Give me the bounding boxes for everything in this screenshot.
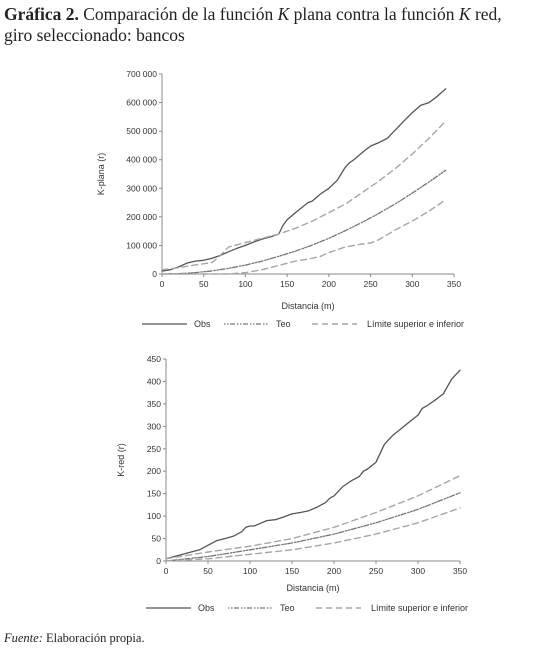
series-teo-line	[161, 169, 447, 275]
x-axis-label: Distancia (m)	[286, 583, 339, 593]
y-tick-label: 0	[156, 556, 161, 566]
y-axis-label: K-red (r)	[116, 443, 126, 477]
title-line-2: giro seleccionado: bancos	[4, 25, 185, 45]
y-tick-label: 500 000	[126, 126, 157, 136]
y-tick-label: 300	[147, 421, 161, 431]
figure-title: Gráfica 2. Comparación de la función K p…	[4, 4, 550, 46]
x-tick-label: 50	[203, 566, 213, 576]
k-plana-chart: 0 100 000 200 000 300 000 400 000 500 000 600 …	[96, 69, 464, 329]
figure-number: Gráfica 2.	[4, 4, 79, 24]
x-tick-label: 350	[447, 279, 461, 289]
y-tick-label: 350	[147, 399, 161, 409]
y-tick-label: 400 000	[126, 155, 157, 165]
x-tick-label: 250	[369, 566, 383, 576]
x-tick-label: 50	[199, 279, 209, 289]
title-text-3: red,	[474, 4, 502, 24]
legend-label-3: Límite superior e inferior	[367, 319, 464, 329]
x-tick-label: 200	[322, 279, 336, 289]
x-tick-label: 150	[280, 279, 294, 289]
x-tick-label: 350	[453, 566, 467, 576]
legend-label-2: Teo	[280, 603, 295, 613]
source-note: Fuente: Elaboración propia.	[4, 631, 145, 646]
series-obs-line	[165, 369, 461, 560]
series-límite-inferior-line	[161, 198, 447, 275]
y-tick-label: 200 000	[126, 212, 157, 222]
source-text: Elaboración propia.	[46, 631, 145, 645]
legend-label-1: Obs	[194, 319, 211, 329]
title-text-1: Comparación de la función	[83, 4, 274, 24]
y-tick-label: 100 000	[126, 240, 157, 250]
series-obs-line	[161, 88, 447, 272]
y-axis-label: K-plana (r)	[96, 153, 106, 196]
title-text-2: plana contra la función	[293, 4, 455, 24]
y-tick-label: 200	[147, 466, 161, 476]
series-límite-superior-line	[165, 474, 461, 560]
x-tick-label: 250	[363, 279, 377, 289]
y-tick-label: 700 000	[126, 69, 157, 79]
y-tick-label: 250	[147, 444, 161, 454]
x-tick-label: 200	[327, 566, 341, 576]
x-tick-label: 150	[285, 566, 299, 576]
y-tick-label: 400	[147, 376, 161, 386]
x-tick-label: 100	[243, 566, 257, 576]
title-k-2: K	[458, 4, 471, 24]
k-red-chart: 0 50 100 150 200 250 300 350 400 450 0 50 100 150 200 2…	[116, 354, 468, 613]
x-tick-label: 100	[238, 279, 252, 289]
y-tick-label: 450	[147, 354, 161, 364]
y-tick-label: 100	[147, 511, 161, 521]
x-tick-label: 300	[405, 279, 419, 289]
y-tick-label: 600 000	[126, 98, 157, 108]
x-tick-label: 0	[164, 566, 169, 576]
legend-label-2: Teo	[276, 319, 291, 329]
series-teo-line	[165, 492, 461, 562]
x-tick-label: 0	[160, 279, 165, 289]
title-k-1: K	[277, 4, 290, 24]
y-tick-label: 300 000	[126, 183, 157, 193]
series-límite-inferior-line	[165, 507, 461, 562]
title-line-1: Gráfica 2. Comparación de la función K p…	[4, 4, 550, 25]
y-tick-label: 50	[152, 534, 162, 544]
source-label: Fuente:	[4, 631, 43, 645]
y-tick-label: 0	[152, 269, 157, 279]
x-axis-label: Distancia (m)	[281, 301, 334, 311]
legend-label-1: Obs	[198, 603, 215, 613]
y-tick-label: 150	[147, 489, 161, 499]
series-límite-superior-line	[161, 120, 447, 271]
legend-label-3: Límite superior e inferior	[371, 603, 468, 613]
x-tick-label: 300	[411, 566, 425, 576]
